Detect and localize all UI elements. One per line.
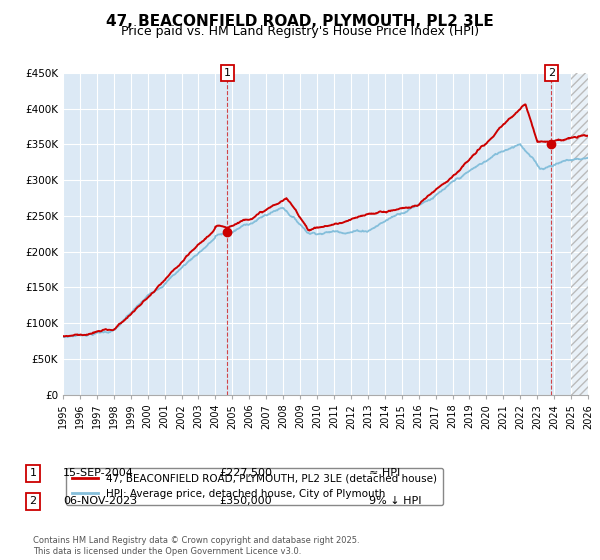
Bar: [571, 73, 588, 395]
Text: £227,500: £227,500: [219, 468, 272, 478]
Text: 15-SEP-2004: 15-SEP-2004: [63, 468, 134, 478]
Text: Price paid vs. HM Land Registry's House Price Index (HPI): Price paid vs. HM Land Registry's House …: [121, 25, 479, 38]
Bar: [571, 73, 588, 395]
Text: 2: 2: [548, 68, 555, 78]
Text: 06-NOV-2023: 06-NOV-2023: [63, 496, 137, 506]
Text: Contains HM Land Registry data © Crown copyright and database right 2025.
This d: Contains HM Land Registry data © Crown c…: [33, 536, 359, 556]
Text: 1: 1: [224, 68, 231, 78]
Legend: 47, BEACONFIELD ROAD, PLYMOUTH, PL2 3LE (detached house), HPI: Average price, de: 47, BEACONFIELD ROAD, PLYMOUTH, PL2 3LE …: [65, 468, 443, 505]
Text: 2: 2: [29, 496, 37, 506]
Text: 9% ↓ HPI: 9% ↓ HPI: [369, 496, 421, 506]
Text: 1: 1: [29, 468, 37, 478]
Text: 47, BEACONFIELD ROAD, PLYMOUTH, PL2 3LE: 47, BEACONFIELD ROAD, PLYMOUTH, PL2 3LE: [106, 14, 494, 29]
Text: £350,000: £350,000: [219, 496, 272, 506]
Text: ≈ HPI: ≈ HPI: [369, 468, 400, 478]
